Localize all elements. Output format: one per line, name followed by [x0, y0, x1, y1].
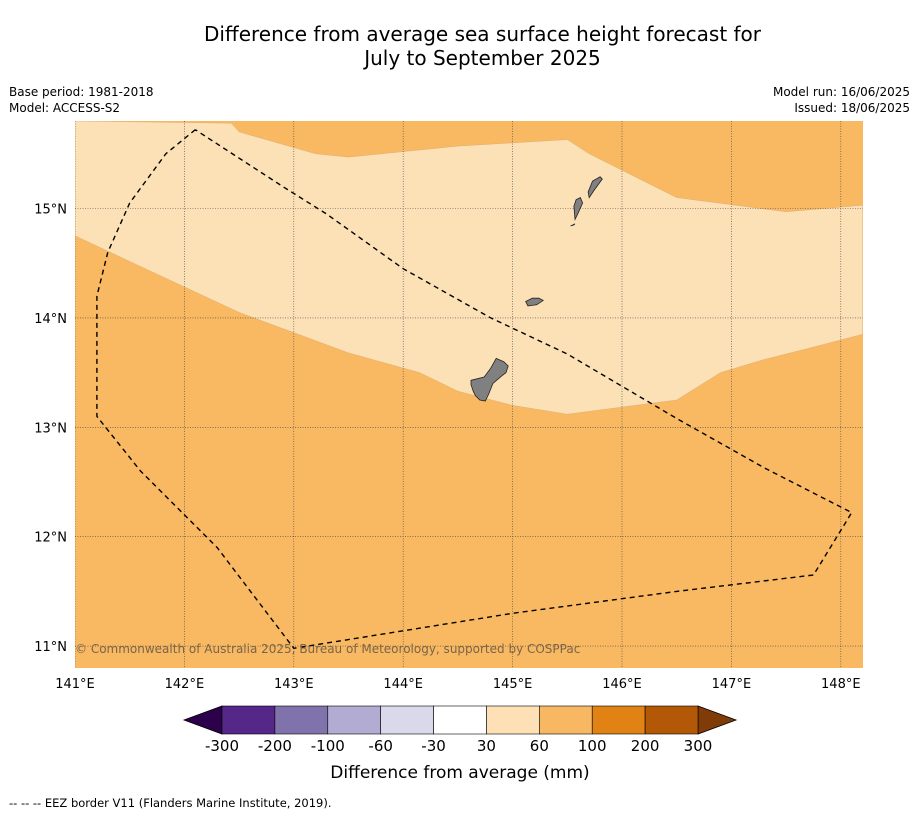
- colorbar-segment: [433, 705, 487, 735]
- colorbar-tick-label: 300: [684, 737, 713, 755]
- colorbar-tick-label: -30: [421, 737, 446, 755]
- island-tinian: [573, 197, 584, 221]
- lon-tick-label: 144°E: [383, 677, 423, 692]
- lon-tick-label: 148°E: [821, 677, 861, 692]
- meta-left: Base period: 1981-2018 Model: ACCESS-S2: [9, 84, 154, 116]
- model-run-date: Model run: 16/06/2025: [772, 85, 910, 99]
- colorbar-segment: [327, 705, 381, 735]
- title-line-1: Difference from average sea surface heig…: [203, 22, 762, 46]
- lat-tick-label: 12°N: [34, 531, 67, 546]
- colorbar: -300 -200 -100 -60 -30 30 60 100 200 300: [182, 705, 738, 755]
- lat-tick-label: 14°N: [34, 312, 67, 327]
- base-period: Base period: 1981-2018: [9, 85, 154, 99]
- colorbar-tick-label: -200: [258, 737, 292, 755]
- lon-tick-label: 142°E: [165, 677, 205, 692]
- colorbar-segment: [486, 705, 540, 735]
- colorbar-label: Difference from average (mm): [330, 763, 589, 783]
- colorbar-segment: [380, 705, 434, 735]
- colorbar-tick-label: -100: [311, 737, 345, 755]
- colorbar-segment: [221, 705, 276, 735]
- issued-date: Issued: 18/06/2025: [794, 101, 910, 115]
- colorbar-tick-label: 100: [578, 737, 607, 755]
- lat-tick-label: 13°N: [34, 421, 67, 436]
- island-guam: [470, 357, 509, 402]
- eez-legend-symbol: -- -- --: [9, 796, 42, 810]
- island-aguijan: [570, 223, 576, 227]
- lat-tick-label: 15°N: [34, 203, 67, 218]
- colorbar-segment: [274, 705, 329, 735]
- legend-footer: -- -- -- EEZ border V11 (Flanders Marine…: [9, 796, 332, 810]
- map-area: [75, 121, 863, 668]
- colorbar-under-arrow: [182, 705, 223, 735]
- latitude-tick-labels: 11°N 12°N 13°N 14°N 15°N: [34, 203, 67, 656]
- colorbar-segment: [591, 705, 646, 735]
- colorbar-tick-label: 60: [530, 737, 549, 755]
- island-saipan: [587, 176, 603, 199]
- colorbar-segment: [539, 705, 593, 735]
- model-name: Model: ACCESS-S2: [9, 101, 121, 115]
- eez-border-line: [96, 129, 853, 650]
- copyright-notice: © Commonwealth of Australia 2025, Bureau…: [75, 642, 580, 656]
- colorbar-over-arrow: [697, 705, 738, 735]
- gridlines: [75, 121, 863, 668]
- eez-legend-text: EEZ border V11 (Flanders Marine Institut…: [44, 796, 332, 810]
- lon-tick-label: 146°E: [602, 677, 642, 692]
- colorbar-segment: [644, 705, 699, 735]
- colorbar-tick-label: -300: [205, 737, 239, 755]
- longitude-tick-labels: 141°E 142°E 143°E 144°E 145°E 146°E 147°E 148°E: [55, 677, 860, 692]
- lat-tick-label: 11°N: [34, 640, 67, 655]
- islands: [470, 176, 603, 402]
- band-30-60-area: [75, 121, 863, 415]
- island-rota: [525, 297, 544, 307]
- meta-right: Model run: 16/06/2025 Issued: 18/06/2025: [773, 84, 910, 116]
- colorbar-tick-label: 200: [631, 737, 660, 755]
- colorbar-tick-label: -60: [368, 737, 393, 755]
- lon-tick-label: 143°E: [274, 677, 314, 692]
- map-title: Difference from average sea surface heig…: [0, 22, 919, 70]
- lon-tick-label: 145°E: [493, 677, 533, 692]
- lon-tick-label: 141°E: [55, 677, 95, 692]
- title-line-2: July to September 2025: [364, 46, 601, 70]
- lon-tick-label: 147°E: [712, 677, 752, 692]
- colorbar-tick-label: 30: [477, 737, 496, 755]
